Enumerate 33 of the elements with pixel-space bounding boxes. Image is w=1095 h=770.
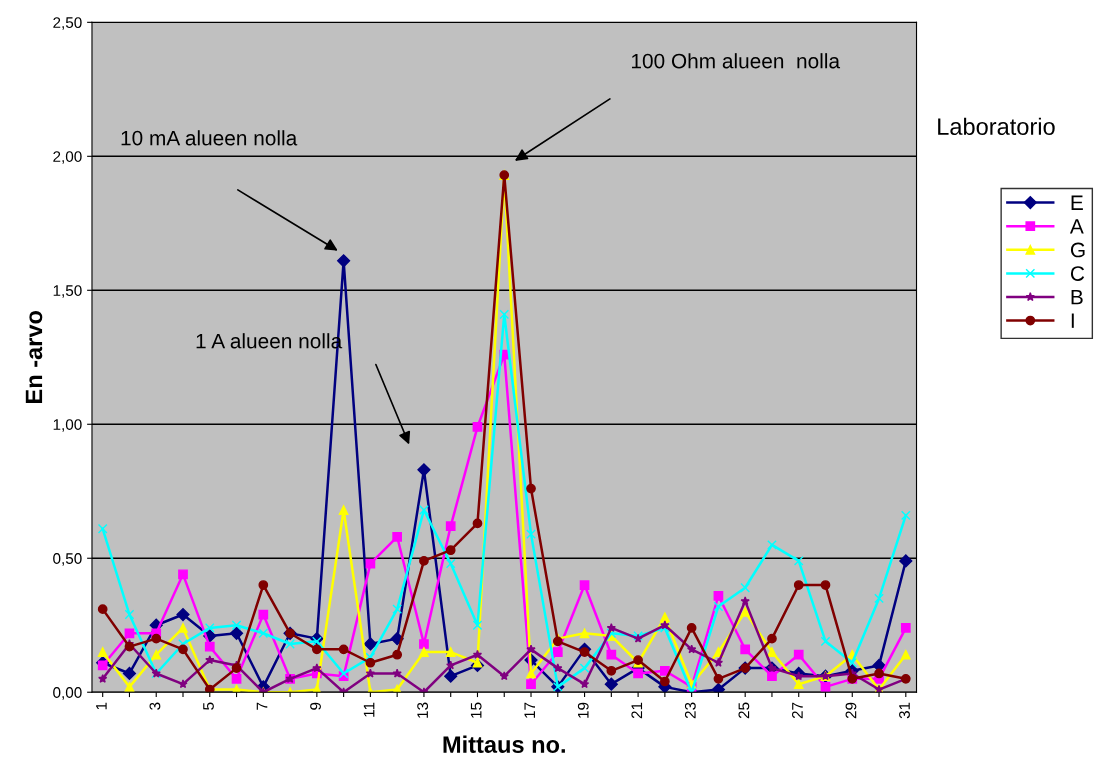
y-tick-label: 0,00 (53, 687, 82, 700)
x-tick-label: 27 (792, 702, 803, 719)
y-tick-label: 2,50 (53, 17, 82, 30)
y-tick-label: 2,00 (53, 151, 82, 164)
x-axis-title: Mittaus no. (443, 735, 565, 753)
legend-label: B (1071, 289, 1083, 305)
x-tick-label: 9 (310, 702, 321, 710)
x-tick-label: 15 (470, 702, 482, 718)
x-tick-label: 5 (203, 702, 214, 710)
x-tick-label: 25 (738, 702, 750, 719)
annotation: 10 mA alueen nolla (121, 130, 298, 146)
x-tick-label: 11 (363, 702, 375, 717)
y-tick-label: 0,50 (53, 553, 82, 566)
legend-label: E (1071, 195, 1083, 210)
annotation: 100 Ohm alueen nolla (631, 53, 841, 69)
y-tick-label: 1,50 (53, 285, 82, 298)
y-tick-label: 1,00 (53, 419, 82, 432)
legend-label: I (1071, 313, 1074, 328)
x-tick-label: 31 (899, 702, 910, 719)
legend-label: G (1070, 242, 1085, 258)
legend-label: C (1070, 266, 1085, 281)
x-tick-label: 7 (256, 702, 268, 710)
x-tick-label: 21 (631, 702, 643, 719)
x-tick-label: 19 (577, 702, 589, 718)
legend-title: Laboratorio (938, 117, 1055, 135)
x-tick-label: 1 (96, 702, 107, 710)
x-tick-label: 17 (524, 702, 535, 718)
x-tick-label: 13 (417, 702, 429, 718)
x-tick-label: 3 (149, 702, 161, 710)
y-axis-title: En -arvo (25, 310, 43, 403)
legend-label: A (1069, 219, 1084, 234)
x-tick-label: 29 (845, 702, 857, 719)
x-tick-label: 23 (684, 702, 696, 719)
